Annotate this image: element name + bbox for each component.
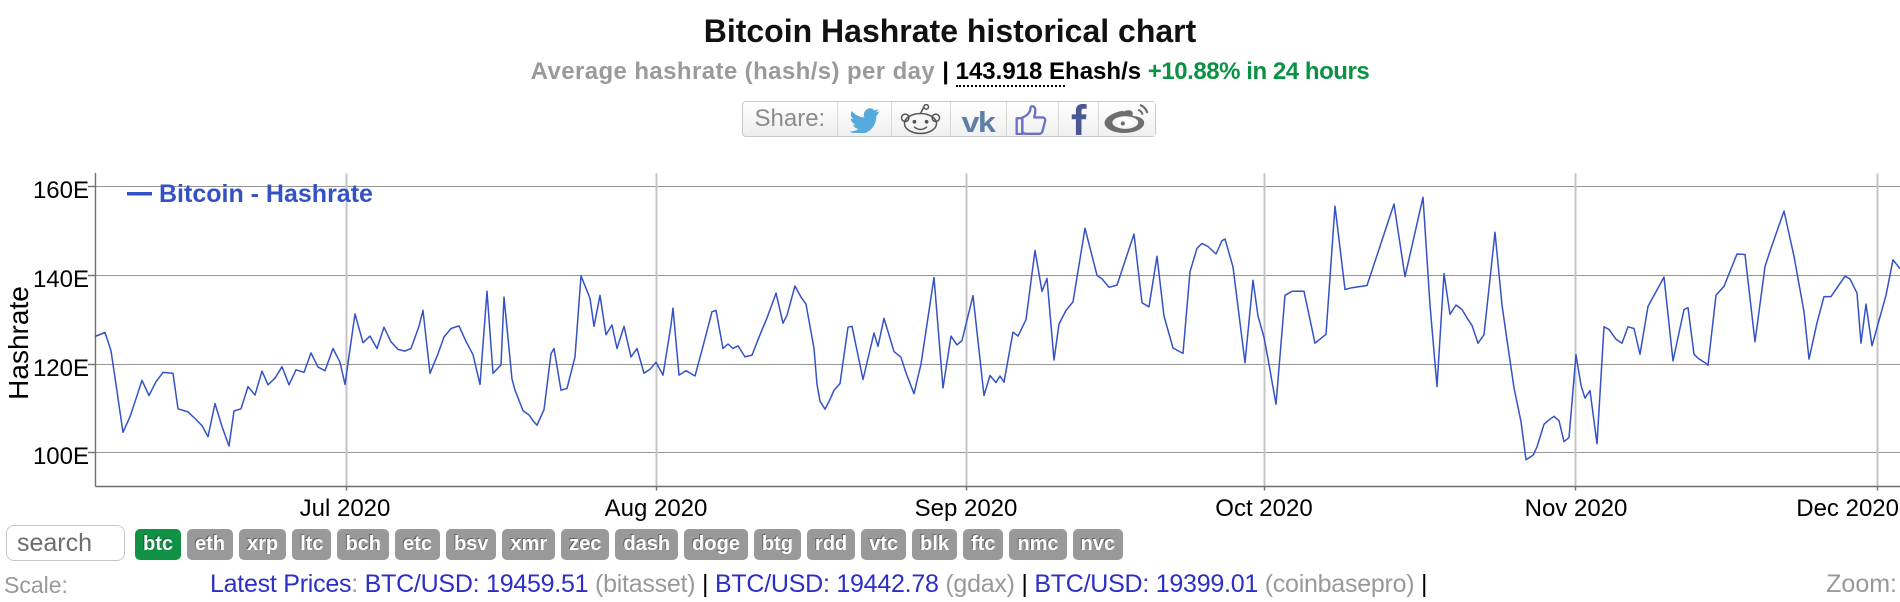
svg-text:Aug 2020: Aug 2020 [605,495,708,522]
svg-text:vk: vk [962,105,997,134]
svg-text:Hashrate: Hashrate [3,286,34,400]
svg-text:120E: 120E [33,355,89,382]
svg-text:Dec 2020: Dec 2020 [1796,495,1899,522]
svg-text:Jul 2020: Jul 2020 [300,495,391,522]
svg-text:160E: 160E [33,177,89,204]
svg-text:Nov 2020: Nov 2020 [1525,495,1628,522]
svg-text:Oct 2020: Oct 2020 [1215,495,1312,522]
svg-text:140E: 140E [33,266,89,293]
svg-text:Sep 2020: Sep 2020 [915,495,1018,522]
svg-text:Bitcoin - Hashrate: Bitcoin - Hashrate [159,180,373,208]
svg-text:100E: 100E [33,443,89,470]
